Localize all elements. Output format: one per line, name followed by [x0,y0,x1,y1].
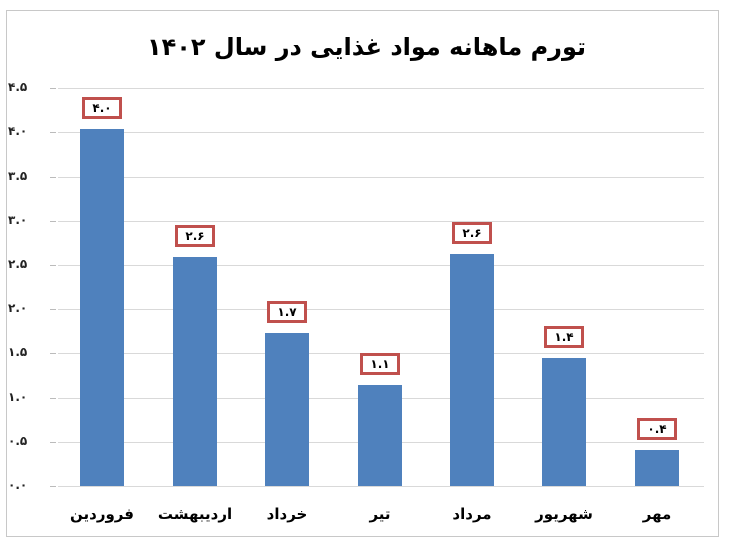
gridline [58,486,704,487]
y-tick-label: ۳.۵ [8,169,28,183]
bar [173,257,217,486]
data-label: ۲.۶ [175,225,215,248]
x-category-label: مرداد [452,505,492,523]
y-tick-label: ۰.۵ [8,434,28,448]
y-tick-mark [50,309,56,310]
gridline [58,265,704,266]
x-category-label: فروردین [70,505,134,523]
data-label: ۱.۴ [544,325,584,348]
y-tick-label: ۲.۰ [8,301,28,315]
y-tick-label: ۲.۵ [8,257,28,271]
data-label: ۴.۰ [82,96,122,119]
y-tick-mark [50,353,56,354]
y-tick-mark [50,177,56,178]
x-category-label: اردیبهشت [157,505,233,523]
y-tick-label: ۴.۵ [8,80,28,94]
x-category-label: شهریور [535,505,593,523]
y-tick-mark [50,442,56,443]
gridline [58,309,704,310]
y-tick-mark [50,265,56,266]
data-label: ۰.۴ [637,417,677,440]
bar [635,449,679,486]
y-tick-mark [50,132,56,133]
data-label: ۲.۶ [452,222,492,245]
y-tick-label: ۱.۵ [8,345,28,359]
y-tick-mark [50,88,56,89]
y-tick-mark [50,486,56,487]
gridline [58,88,704,89]
x-category-label: مهر [642,505,672,523]
bar [542,357,586,486]
bar [450,254,494,486]
bar [265,333,309,486]
gridline [58,132,704,133]
x-category-label: خرداد [266,505,308,523]
chart-title: تورم ماهانه مواد غذایی در سال ۱۴۰۲ [146,33,587,61]
y-tick-mark [50,221,56,222]
y-tick-label: ۱.۰ [8,390,28,404]
data-label: ۱.۱ [360,353,400,376]
y-tick-mark [50,398,56,399]
bar [358,385,402,486]
y-tick-label: ۴.۰ [8,124,28,138]
gridline [58,177,704,178]
y-tick-label: ۰.۰ [8,478,28,492]
bar [80,128,124,486]
x-category-label: تیر [369,505,391,523]
gridline [58,221,704,222]
data-label: ۱.۷ [267,301,307,324]
y-tick-label: ۳.۰ [8,213,28,227]
